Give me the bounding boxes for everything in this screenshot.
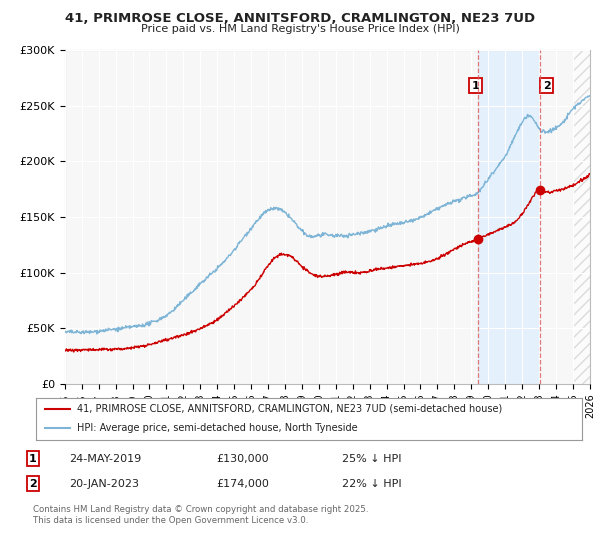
Text: 22% ↓ HPI: 22% ↓ HPI [342,479,401,489]
Text: 1: 1 [472,81,479,91]
Text: £130,000: £130,000 [216,454,269,464]
Bar [478,50,540,384]
Text: 41, PRIMROSE CLOSE, ANNITSFORD, CRAMLINGTON, NE23 7UD (semi-detached house): 41, PRIMROSE CLOSE, ANNITSFORD, CRAMLING… [77,404,502,414]
Text: 25% ↓ HPI: 25% ↓ HPI [342,454,401,464]
Text: 20-JAN-2023: 20-JAN-2023 [69,479,139,489]
Text: HPI: Average price, semi-detached house, North Tyneside: HPI: Average price, semi-detached house,… [77,423,358,433]
Text: £174,000: £174,000 [216,479,269,489]
Bar [573,50,590,384]
Text: 41, PRIMROSE CLOSE, ANNITSFORD, CRAMLINGTON, NE23 7UD: 41, PRIMROSE CLOSE, ANNITSFORD, CRAMLING… [65,12,535,25]
Text: 2: 2 [543,81,550,91]
Text: Price paid vs. HM Land Registry's House Price Index (HPI): Price paid vs. HM Land Registry's House … [140,24,460,34]
Text: 2: 2 [29,479,37,489]
Text: 24-MAY-2019: 24-MAY-2019 [69,454,141,464]
Text: Contains HM Land Registry data © Crown copyright and database right 2025.
This d: Contains HM Land Registry data © Crown c… [33,505,368,525]
Text: 1: 1 [29,454,37,464]
